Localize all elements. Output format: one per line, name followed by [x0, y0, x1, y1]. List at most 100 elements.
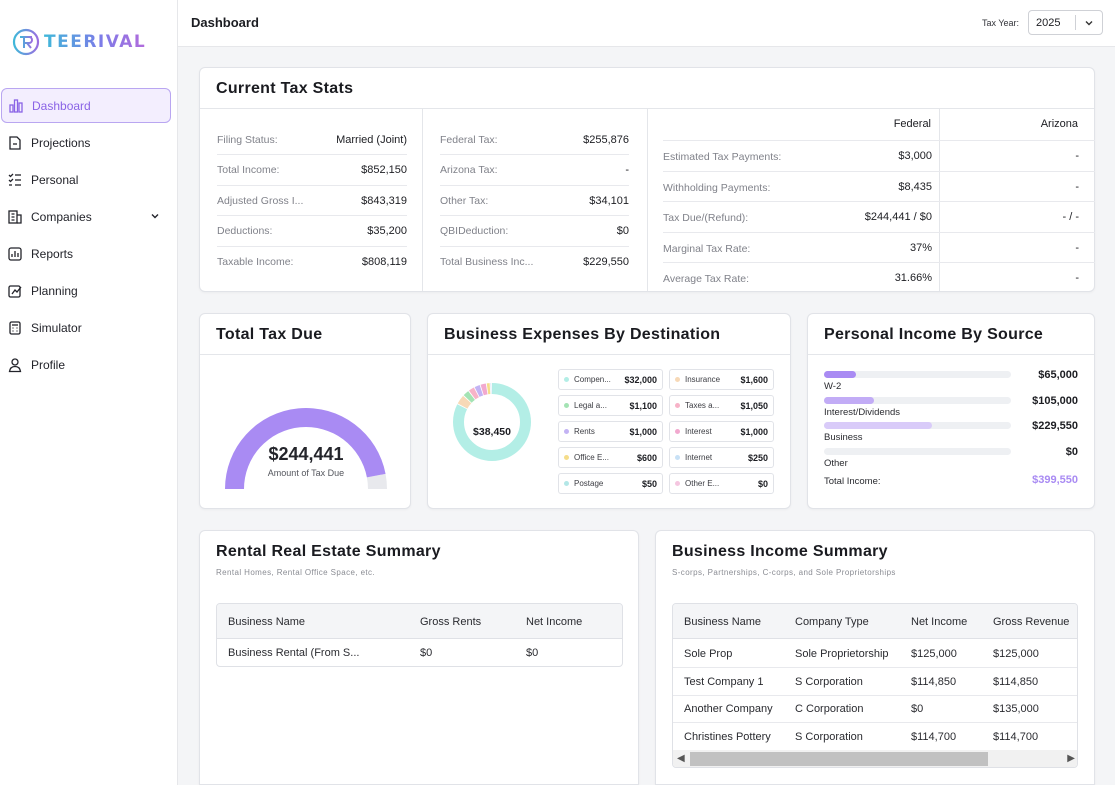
sidebar-item-projections[interactable]: Projections — [0, 125, 178, 160]
app-logo[interactable]: TEERIVAL — [12, 28, 146, 56]
legend-name: Insurance — [685, 375, 721, 384]
scroll-right-icon[interactable]: ▶ — [1067, 753, 1075, 764]
donut-slice[interactable] — [453, 383, 531, 461]
stat-value: - — [625, 164, 629, 176]
business-expenses-card: Business Expenses By Destination $38,450… — [427, 313, 791, 509]
federal-header: Federal — [893, 118, 931, 130]
logo-text: TEERIVAL — [44, 32, 147, 52]
legend-item[interactable]: Rents $1,000 — [558, 421, 663, 442]
legend-dot — [564, 455, 569, 460]
column-header[interactable]: Company Type — [795, 616, 869, 628]
chevron-down-icon[interactable] — [150, 210, 160, 224]
column-header[interactable]: Gross Revenue — [993, 616, 1070, 628]
legend-item[interactable]: Legal a... $1,100 — [558, 395, 663, 416]
legend-dot — [564, 403, 569, 408]
cell-net-income: $114,850 — [911, 675, 957, 688]
legend-dot — [564, 429, 569, 434]
stat-row: Other Tax: $34,101 — [440, 186, 629, 216]
chevron-down-icon — [1084, 18, 1094, 31]
column-header[interactable]: Net Income — [526, 616, 583, 628]
income-label: Other — [824, 457, 848, 469]
income-label: Business — [824, 432, 863, 443]
sidebar-item-reports[interactable]: Reports — [0, 236, 178, 271]
stat-row: Deductions: $35,200 — [217, 217, 407, 247]
table-row[interactable]: Another Company C Corporation $0 $135,000 — [673, 695, 1077, 723]
stat-label: Deductions: — [217, 225, 273, 237]
stat-label: Withholding Payments: — [663, 181, 771, 194]
legend-item[interactable]: Taxes a... $1,050 — [669, 395, 774, 416]
top-header: Dashboard Tax Year: 2025 — [178, 0, 1115, 47]
stat-label: Estimated Tax Payments: — [663, 151, 782, 163]
column-header[interactable]: Net Income — [911, 616, 968, 628]
card-subtitle: Rental Homes, Rental Office Space, etc. — [216, 568, 376, 577]
legend-item[interactable]: Other E... $0 — [669, 473, 774, 494]
column-divider — [939, 109, 940, 291]
tax-year-select[interactable]: 2025 — [1028, 10, 1103, 35]
stat-row: Taxable Income: $808,119 — [217, 247, 407, 277]
legend-item[interactable]: Interest $1,000 — [669, 421, 774, 442]
legend-value: $1,000 — [740, 426, 768, 437]
cell-net-income: $125,000 — [911, 648, 957, 660]
legend-item[interactable]: Insurance $1,600 — [669, 369, 774, 390]
sidebar-item-planning[interactable]: Planning — [0, 273, 178, 308]
document-icon — [7, 135, 23, 151]
scrollbar-thumb[interactable] — [690, 752, 988, 766]
income-bar-fill — [824, 422, 933, 429]
total-tax-due-card: Total Tax Due $244,441 Amount of Tax Due — [199, 313, 411, 509]
legend-item[interactable]: Internet $250 — [669, 447, 774, 468]
cell-net-income: $0 — [526, 647, 539, 659]
column-header[interactable]: Business Name — [228, 616, 306, 628]
sidebar-item-profile[interactable]: Profile — [0, 347, 178, 382]
personal-income-card: Personal Income By Source W-2 $65,000 Inte… — [807, 313, 1095, 509]
column-header[interactable]: Business Name — [684, 616, 762, 628]
column-header[interactable]: Gross Rents — [420, 616, 482, 628]
scroll-left-icon[interactable]: ◀ — [677, 753, 685, 764]
horizontal-scrollbar[interactable]: ◀ ▶ — [673, 750, 1077, 767]
current-tax-stats-card: Current Tax Stats Filing Status: Married … — [199, 67, 1095, 292]
legend-name: Other E... — [685, 479, 720, 488]
federal-value: $244,441 / $0 — [864, 211, 932, 223]
sidebar-item-simulator[interactable]: Simulator — [0, 310, 178, 345]
sidebar-item-companies[interactable]: Companies — [0, 199, 178, 234]
card-title: Current Tax Stats — [216, 80, 354, 97]
sidebar-item-personal[interactable]: Personal — [0, 162, 178, 197]
expenses-total: $38,450 — [473, 426, 511, 438]
checklist-icon — [7, 172, 23, 188]
business-income-card: Business Income Summary S-corps, Partner… — [655, 530, 1095, 785]
legend-item[interactable]: Postage $50 — [558, 473, 663, 494]
table-row[interactable]: Christines Pottery S Corporation $114,700 $… — [673, 723, 1077, 751]
legend-name: Interest — [685, 427, 712, 436]
bar-chart-icon — [8, 98, 24, 114]
legend-name: Rents — [574, 427, 595, 436]
income-value: $229,550 — [1032, 420, 1078, 432]
cell-net-income: $0 — [911, 703, 924, 715]
legend-name: Office E... — [574, 453, 609, 462]
user-icon — [7, 357, 23, 373]
sidebar-item-dashboard[interactable]: Dashboard — [1, 88, 171, 123]
stat-row: Withholding Payments: $8,435 - — [663, 170, 1095, 201]
stat-value: $229,550 — [583, 256, 629, 268]
legend-name: Postage — [574, 479, 604, 488]
legend-value: $32,000 — [624, 374, 657, 385]
stat-label: Arizona Tax: — [440, 164, 498, 176]
legend-item[interactable]: Compen... $32,000 — [558, 369, 663, 390]
stat-row: Estimated Tax Payments: $3,000 - — [663, 140, 1095, 170]
stat-label: Other Tax: — [440, 194, 489, 207]
cell-company-type: Sole Proprietorship — [795, 648, 889, 660]
legend-value: $50 — [641, 478, 657, 489]
sidebar-item-label: Profile — [31, 357, 66, 372]
stat-label: Average Tax Rate: — [663, 273, 749, 285]
table-row[interactable]: Sole Prop Sole Proprietorship $125,000 $125… — [673, 640, 1077, 668]
table-row[interactable]: Test Company 1 S Corporation $114,850 $114,… — [673, 668, 1077, 696]
stat-label: Total Business Inc... — [440, 256, 534, 268]
legend-dot — [675, 481, 680, 486]
income-bar — [824, 422, 1011, 429]
legend-item[interactable]: Office E... $600 — [558, 447, 663, 468]
tax-due-amount: $244,441 — [268, 444, 344, 464]
card-subtitle: S-corps, Partnerships, C-corps, and Sole… — [672, 568, 896, 577]
page-title: Dashboard — [191, 15, 259, 30]
tax-year-label: Tax Year: — [982, 18, 1020, 28]
income-bar-fill — [824, 371, 856, 378]
income-value: $65,000 — [1038, 369, 1078, 381]
table-row[interactable]: Business Rental (From S... $0 $0 — [217, 639, 622, 666]
